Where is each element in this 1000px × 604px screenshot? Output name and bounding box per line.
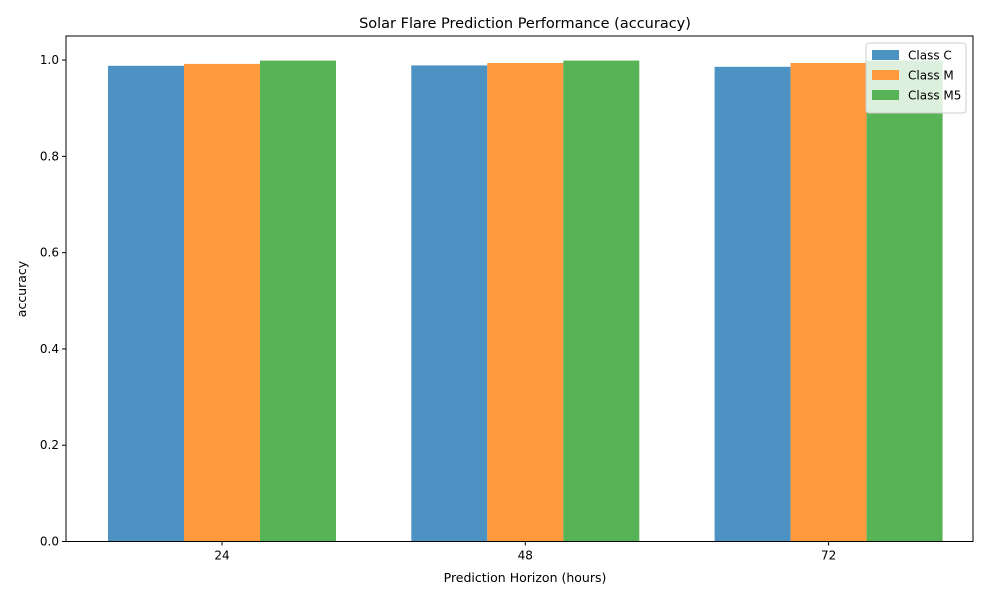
- bar-class-m5-24: [260, 60, 336, 542]
- bar-class-m-72: [790, 63, 867, 542]
- legend-label: Class M5: [908, 89, 961, 103]
- bar-class-c-48: [411, 65, 488, 542]
- bar-class-c-24: [108, 65, 184, 542]
- x-axis: 24 48 72: [214, 541, 836, 563]
- x-tick-label: 72: [821, 549, 836, 563]
- x-axis-label: Prediction Horizon (hours): [444, 570, 607, 585]
- y-tick-label: 0.8: [40, 149, 59, 163]
- y-tick-label: 0.0: [40, 535, 59, 549]
- y-tick-label: 0.6: [40, 246, 59, 260]
- legend-label: Class M: [908, 69, 954, 83]
- legend-swatch-class-m5: [872, 90, 899, 100]
- bar-class-m5-48: [563, 60, 640, 542]
- y-axis: 0.0 0.2 0.4 0.6 0.8 1.0: [40, 53, 66, 549]
- bars-group: [108, 60, 943, 542]
- bar-class-c-72: [714, 66, 791, 542]
- y-tick-label: 0.2: [40, 438, 59, 452]
- bar-class-m-24: [184, 63, 260, 542]
- chart-title: Solar Flare Prediction Performance (accu…: [359, 16, 691, 32]
- legend-label: Class C: [908, 49, 952, 63]
- x-tick-label: 24: [214, 549, 229, 563]
- legend: Class C Class M Class M5: [865, 42, 967, 114]
- legend-swatch-class-c: [872, 50, 899, 60]
- bar-class-m-48: [487, 63, 564, 542]
- x-tick-label: 48: [518, 549, 533, 563]
- y-axis-label: accuracy: [14, 260, 29, 317]
- plot-frame: [65, 35, 974, 542]
- y-tick-label: 1.0: [40, 53, 59, 67]
- bar-class-m5-72: [866, 60, 943, 542]
- y-tick-label: 0.4: [40, 342, 59, 356]
- legend-swatch-class-m: [872, 70, 899, 80]
